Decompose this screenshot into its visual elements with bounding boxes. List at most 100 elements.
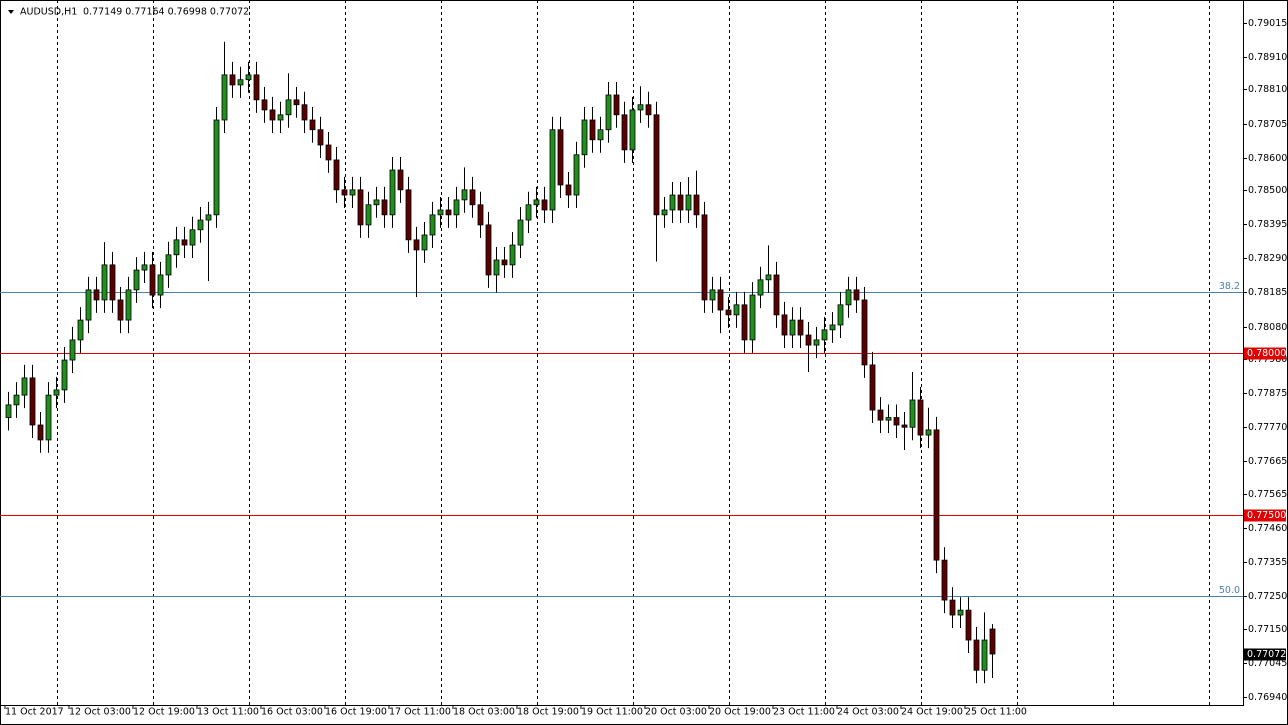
candle-body bbox=[773, 274, 780, 316]
candle-body bbox=[141, 264, 148, 271]
candle-body bbox=[621, 114, 628, 151]
candle-body bbox=[493, 259, 500, 276]
level-tag bbox=[1244, 509, 1286, 522]
candle-body bbox=[261, 99, 268, 111]
x-tick-label: 12 Oct 03:00 bbox=[69, 707, 131, 718]
candle-body bbox=[517, 219, 524, 246]
candle-body bbox=[645, 104, 652, 116]
candle-body bbox=[477, 204, 484, 226]
candle-body bbox=[413, 239, 420, 251]
level-label: 50.0 bbox=[1219, 585, 1240, 596]
candle-body bbox=[597, 129, 604, 141]
candle-body bbox=[605, 94, 612, 131]
candle-body bbox=[397, 169, 404, 191]
candle-body bbox=[389, 169, 396, 216]
candle-body bbox=[381, 199, 388, 216]
candle-body bbox=[445, 209, 452, 216]
candle-body bbox=[197, 219, 204, 231]
candle-body bbox=[205, 214, 212, 221]
last-price-tag bbox=[1244, 648, 1286, 661]
candle-body bbox=[221, 74, 228, 121]
candle-body bbox=[797, 319, 804, 336]
candle-body bbox=[109, 264, 116, 301]
candle-body bbox=[133, 269, 140, 291]
candle-body bbox=[933, 429, 940, 561]
candle-body bbox=[525, 204, 532, 221]
candle-body bbox=[333, 159, 340, 191]
candle-body bbox=[669, 194, 676, 211]
candle-body bbox=[341, 189, 348, 196]
candle-body bbox=[357, 189, 364, 226]
y-tick-label: 0.78705 bbox=[1248, 119, 1287, 130]
y-tick-label: 0.77770 bbox=[1248, 422, 1287, 433]
x-tick-label: 25 Oct 11:00 bbox=[965, 707, 1027, 718]
last-price-label: 0.77072 bbox=[1247, 649, 1286, 660]
candle-body bbox=[453, 199, 460, 216]
y-tick-label: 0.76940 bbox=[1248, 692, 1287, 703]
y-tick-label: 0.77875 bbox=[1248, 388, 1287, 399]
candle-body bbox=[485, 224, 492, 276]
candle-body bbox=[541, 199, 548, 211]
candle-body bbox=[581, 119, 588, 156]
candle-body bbox=[117, 299, 124, 321]
x-tick-label: 18 Oct 19:00 bbox=[517, 707, 579, 718]
y-tick-label: 0.78600 bbox=[1248, 153, 1287, 164]
x-tick-label: 20 Oct 03:00 bbox=[645, 707, 707, 718]
candle-body bbox=[661, 209, 668, 216]
candle-body bbox=[637, 104, 644, 111]
y-tick-label: 0.77250 bbox=[1248, 591, 1287, 602]
candle-body bbox=[429, 214, 436, 236]
y-tick-label: 0.78810 bbox=[1248, 84, 1287, 95]
candle-body bbox=[973, 639, 980, 671]
candle-body bbox=[245, 74, 252, 81]
candle-body bbox=[613, 94, 620, 116]
candle-body bbox=[501, 259, 508, 266]
candle-body bbox=[53, 389, 60, 396]
candle-body bbox=[709, 289, 716, 301]
candle-body bbox=[741, 304, 748, 341]
candle-body bbox=[45, 394, 52, 441]
candle-body bbox=[557, 129, 564, 186]
candle-body bbox=[941, 559, 948, 601]
x-tick-label: 16 Oct 19:00 bbox=[325, 707, 387, 718]
candle-body bbox=[549, 129, 556, 211]
candle-body bbox=[5, 404, 12, 418]
candle-body bbox=[789, 319, 796, 336]
candle-body bbox=[325, 144, 332, 161]
candle-body bbox=[885, 417, 892, 421]
y-tick-label: 0.77665 bbox=[1248, 456, 1287, 467]
candle-body bbox=[901, 424, 908, 428]
candle-body bbox=[405, 189, 412, 241]
candle-body bbox=[989, 628, 996, 655]
candle-body bbox=[677, 194, 684, 211]
candle-body bbox=[21, 377, 28, 396]
candle-body bbox=[29, 377, 36, 426]
candle-body bbox=[805, 334, 812, 346]
candle-body bbox=[853, 289, 860, 301]
x-tick-label: 11 Oct 2017 bbox=[5, 707, 64, 718]
candle-body bbox=[869, 364, 876, 411]
candle-body bbox=[165, 254, 172, 276]
candle-body bbox=[949, 599, 956, 616]
candle-body bbox=[461, 189, 468, 201]
y-tick-label: 0.78080 bbox=[1248, 322, 1287, 333]
y-tick-label: 0.78910 bbox=[1248, 52, 1287, 63]
candle-body bbox=[781, 314, 788, 336]
level-tag bbox=[1244, 347, 1286, 360]
candle-body bbox=[653, 114, 660, 216]
candle-body bbox=[173, 239, 180, 256]
candle-body bbox=[85, 289, 92, 321]
candle-body bbox=[925, 429, 932, 436]
candle-body bbox=[213, 119, 220, 216]
y-tick-label: 0.77355 bbox=[1248, 557, 1287, 568]
candle-body bbox=[981, 639, 988, 671]
candle-body bbox=[101, 264, 108, 301]
y-tick-label: 0.77460 bbox=[1248, 523, 1287, 534]
candle-body bbox=[765, 274, 772, 281]
candle-body bbox=[349, 189, 356, 196]
candle-body bbox=[421, 234, 428, 251]
candle-body bbox=[437, 209, 444, 216]
candle-body bbox=[373, 199, 380, 206]
